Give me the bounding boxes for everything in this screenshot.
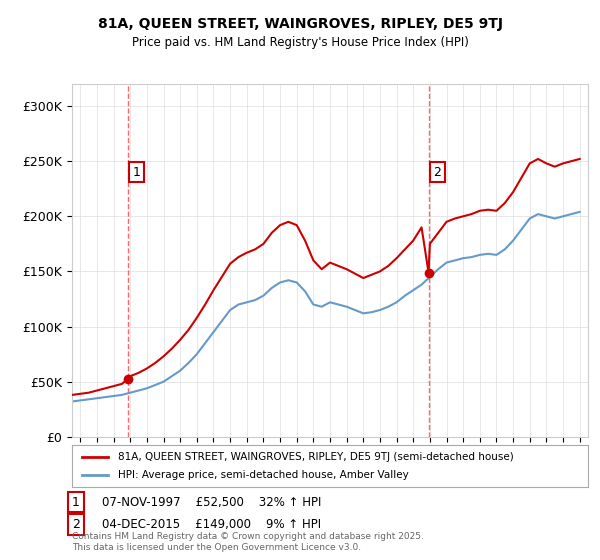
Text: 04-DEC-2015    £149,000    9% ↑ HPI: 04-DEC-2015 £149,000 9% ↑ HPI	[102, 518, 321, 531]
Text: 2: 2	[72, 518, 80, 531]
Text: 81A, QUEEN STREET, WAINGROVES, RIPLEY, DE5 9TJ (semi-detached house): 81A, QUEEN STREET, WAINGROVES, RIPLEY, D…	[118, 452, 514, 462]
Text: 1: 1	[133, 166, 140, 179]
Text: 1: 1	[72, 496, 80, 508]
Text: 2: 2	[434, 166, 442, 179]
Text: 81A, QUEEN STREET, WAINGROVES, RIPLEY, DE5 9TJ: 81A, QUEEN STREET, WAINGROVES, RIPLEY, D…	[97, 17, 503, 31]
Text: HPI: Average price, semi-detached house, Amber Valley: HPI: Average price, semi-detached house,…	[118, 470, 409, 480]
Text: Contains HM Land Registry data © Crown copyright and database right 2025.
This d: Contains HM Land Registry data © Crown c…	[72, 532, 424, 552]
Text: 07-NOV-1997    £52,500    32% ↑ HPI: 07-NOV-1997 £52,500 32% ↑ HPI	[102, 496, 322, 508]
Text: Price paid vs. HM Land Registry's House Price Index (HPI): Price paid vs. HM Land Registry's House …	[131, 36, 469, 49]
